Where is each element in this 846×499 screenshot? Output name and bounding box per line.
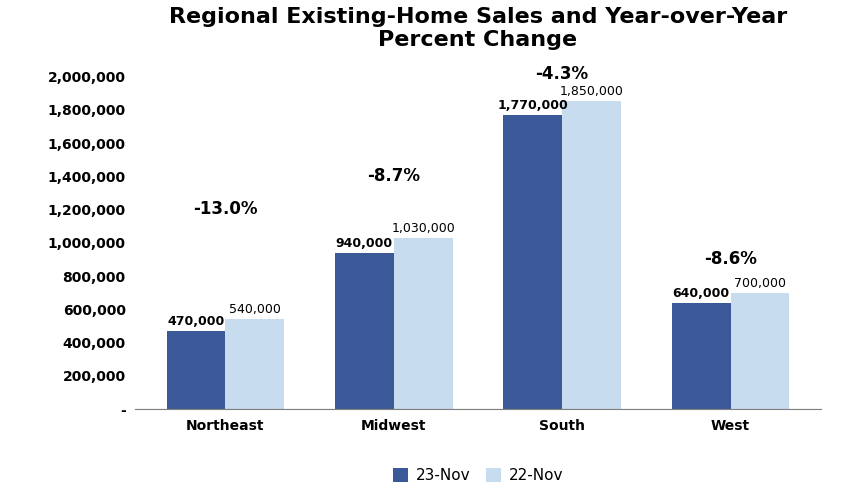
Text: -8.6%: -8.6%: [704, 250, 757, 268]
Text: -8.7%: -8.7%: [367, 167, 420, 185]
Text: 540,000: 540,000: [229, 303, 281, 316]
Bar: [563, 101, 621, 409]
Text: -4.3%: -4.3%: [536, 65, 589, 83]
Legend: 23-Nov, 22-Nov: 23-Nov, 22-Nov: [387, 462, 569, 490]
Bar: [731, 293, 789, 409]
Text: 1,030,000: 1,030,000: [392, 222, 455, 235]
Bar: [335, 253, 393, 409]
Text: 940,000: 940,000: [336, 237, 393, 250]
Bar: [393, 238, 453, 409]
Text: -13.0%: -13.0%: [193, 200, 258, 218]
Bar: [167, 331, 225, 409]
Text: 700,000: 700,000: [734, 277, 786, 290]
Text: 1,770,000: 1,770,000: [497, 99, 568, 112]
Text: 640,000: 640,000: [673, 287, 729, 300]
Text: 1,850,000: 1,850,000: [560, 85, 624, 98]
Bar: [503, 115, 563, 409]
Bar: [672, 303, 731, 409]
Text: 470,000: 470,000: [168, 315, 224, 328]
Bar: [225, 319, 284, 409]
Title: Regional Existing-Home Sales and Year-over-Year
Percent Change: Regional Existing-Home Sales and Year-ov…: [169, 7, 787, 50]
